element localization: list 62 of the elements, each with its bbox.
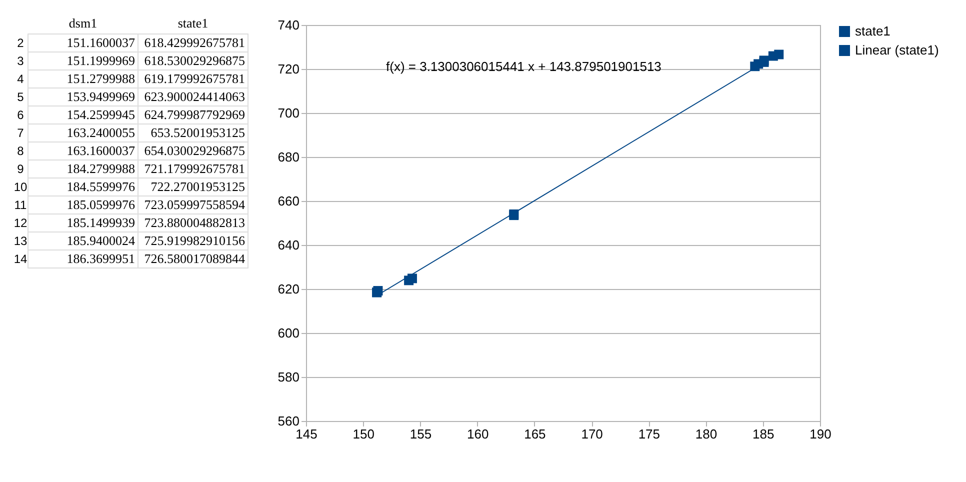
data-label: 725.919982910156 <box>144 233 246 248</box>
data-label: 185.0599976 <box>66 197 136 212</box>
x-tick-label: 160 <box>466 426 489 442</box>
data-label: 184.2799988 <box>66 161 135 176</box>
y-tick-label: 11 <box>14 198 28 212</box>
data-label: 618.429992675781 <box>144 35 245 50</box>
data-label: 618.530029296875 <box>144 53 245 68</box>
data-label: 151.1999969 <box>66 53 135 68</box>
y-tick-label: 12 <box>14 216 28 230</box>
y-tick-label: 560 <box>278 414 300 428</box>
data-label: 151.1600037 <box>66 35 136 50</box>
y-tick-label: 7 <box>17 126 24 140</box>
y-tick-label: 620 <box>278 282 300 296</box>
annotation: f(x) = 3.1300306015441 x + 143.879501901513 <box>386 59 662 74</box>
y-tick-label: 600 <box>278 326 300 340</box>
y-tick-label: 2 <box>17 36 24 50</box>
y-tick-label: 4 <box>17 72 24 86</box>
y-tick-label: 6 <box>17 108 24 122</box>
y-tick-label: 660 <box>278 194 300 208</box>
x-tick-label: 145 <box>296 426 318 442</box>
data-label: 723.059997558594 <box>144 197 246 212</box>
data-label: 623.900024414063 <box>144 89 245 104</box>
data-label: 186.3699951 <box>66 251 135 266</box>
y-tick-label: 5 <box>17 90 24 104</box>
data-label: 653.52001953125 <box>150 125 245 140</box>
data-label: 153.9499969 <box>66 89 135 104</box>
y-tick-label: 720 <box>278 62 300 76</box>
y-tick-label: 9 <box>17 162 24 176</box>
y-tick-label: 640 <box>278 238 300 252</box>
x-tick-label: 175 <box>638 426 660 442</box>
x-tick-label: 165 <box>524 426 546 442</box>
data-label: 163.1600037 <box>66 143 136 158</box>
y-tick-label: 3 <box>17 54 24 68</box>
y-tick-label: 580 <box>278 370 300 384</box>
data-label: 619.179992675781 <box>144 71 245 86</box>
data-label: 184.5599976 <box>66 179 136 194</box>
data-label: 723.880004882813 <box>144 215 245 230</box>
y-tick-label: 740 <box>278 18 300 32</box>
x-tick-label: 180 <box>695 426 718 442</box>
data-label: 154.2599945 <box>66 107 135 122</box>
y-tick-label: 14 <box>14 252 28 266</box>
data-label: 722.27001953125 <box>150 179 245 194</box>
data-label: 185.9400024 <box>66 233 136 248</box>
x-tick-label: 170 <box>581 426 603 442</box>
x-tick-label: 155 <box>410 426 432 442</box>
y-tick-label: 700 <box>278 106 300 120</box>
y-tick-label: 8 <box>17 144 24 158</box>
y-tick-label: 680 <box>278 150 300 164</box>
x-tick-label: 190 <box>810 426 832 442</box>
data-label: 654.030029296875 <box>144 143 245 158</box>
x-tick-label: 150 <box>352 426 374 442</box>
data-label: 151.2799988 <box>66 71 135 86</box>
legend-label: Linear (state1) <box>855 42 939 58</box>
x-tick-label: 185 <box>752 426 774 442</box>
y-tick-label: 10 <box>14 180 28 194</box>
data-label: 185.1499939 <box>66 215 135 230</box>
data-label: 726.580017089844 <box>144 251 246 266</box>
x-tick-label: dsm1 <box>68 16 98 30</box>
y-tick-label: 13 <box>14 234 28 248</box>
data-label: 624.799987792969 <box>144 107 245 122</box>
data-label: 163.2400055 <box>66 125 135 140</box>
data-label: 721.179992675781 <box>144 161 245 176</box>
